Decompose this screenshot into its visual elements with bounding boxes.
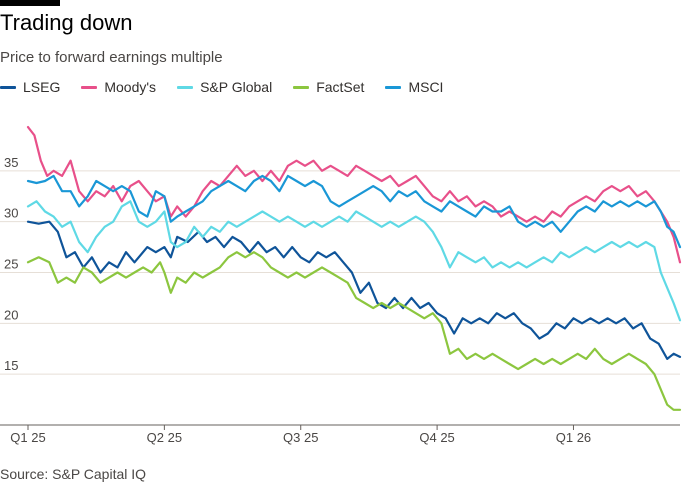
source-note: Source: S&P Capital IQ [0, 466, 147, 482]
legend-label: LSEG [23, 79, 61, 95]
series-line-factset [26, 251, 682, 411]
series-line-msci [26, 174, 682, 249]
x-tick-label: Q3 25 [283, 430, 318, 445]
legend-swatch [81, 85, 98, 89]
legend-swatch [385, 85, 402, 89]
legend-item-moodys: Moody's [81, 79, 156, 95]
x-tick-label: Q1 25 [10, 430, 45, 445]
legend-item-sp-global: S&P Global [177, 79, 272, 95]
legend-swatch [177, 85, 194, 89]
legend-label: MSCI [408, 79, 444, 95]
legend-item-factset: FactSet [293, 79, 364, 95]
chart-legend: LSEG Moody's S&P Global FactSet MSCI [0, 79, 464, 95]
legend-label: FactSet [316, 79, 365, 95]
y-tick-label: 25 [4, 257, 18, 272]
x-tick-label: Q1 26 [556, 430, 591, 445]
series-line-moody-s [26, 126, 682, 264]
x-tick-label: Q2 25 [147, 430, 182, 445]
chart-title: Trading down [0, 10, 133, 35]
y-tick-label: 30 [4, 206, 18, 221]
legend-swatch [0, 85, 16, 89]
legend-item-lseg: LSEG [0, 79, 60, 95]
chart-subtitle: Price to forward earnings multiple [0, 49, 223, 66]
y-tick-label: 15 [4, 358, 18, 373]
x-tick-label: Q4 25 [419, 430, 454, 445]
legend-swatch [293, 85, 310, 89]
series-line-s-p-global [26, 200, 682, 322]
top-rule [0, 0, 60, 6]
y-tick-label: 20 [4, 307, 18, 322]
legend-label: Moody's [104, 79, 157, 95]
y-tick-label: 35 [4, 155, 18, 170]
legend-item-msci: MSCI [385, 79, 443, 95]
legend-label: S&P Global [200, 79, 273, 95]
series-line-lseg [26, 220, 682, 360]
